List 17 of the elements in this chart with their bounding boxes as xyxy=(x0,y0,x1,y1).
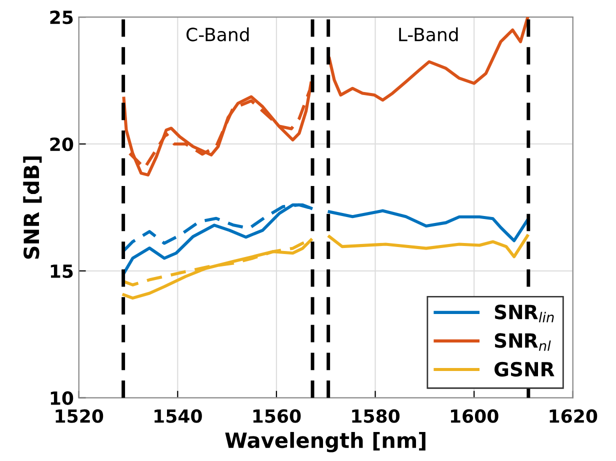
x-tick-label: 1540 xyxy=(154,409,202,423)
x-tick-label: 1620 xyxy=(550,409,598,423)
x-tick-label: 1580 xyxy=(352,409,400,423)
annotation: C-Band xyxy=(186,27,249,42)
y-axis-title: SNR [dB] xyxy=(23,156,42,259)
x-axis-title: Wavelength [nm] xyxy=(225,432,426,452)
y-tick-label: 10 xyxy=(50,391,74,405)
legend-label: SNR$_{nl}$ xyxy=(494,333,551,351)
legend-label: GSNR xyxy=(494,362,554,377)
y-tick-label: 15 xyxy=(50,264,73,278)
x-tick-label: 1600 xyxy=(450,409,498,423)
y-tick-label: 20 xyxy=(50,137,74,152)
annotation: L-Band xyxy=(399,27,458,42)
x-tick-label: 1520 xyxy=(56,409,104,423)
y-tick-label: 25 xyxy=(50,10,73,24)
legend-label: SNR$_{lin}$ xyxy=(494,304,554,322)
x-tick-label: 1560 xyxy=(253,409,301,423)
